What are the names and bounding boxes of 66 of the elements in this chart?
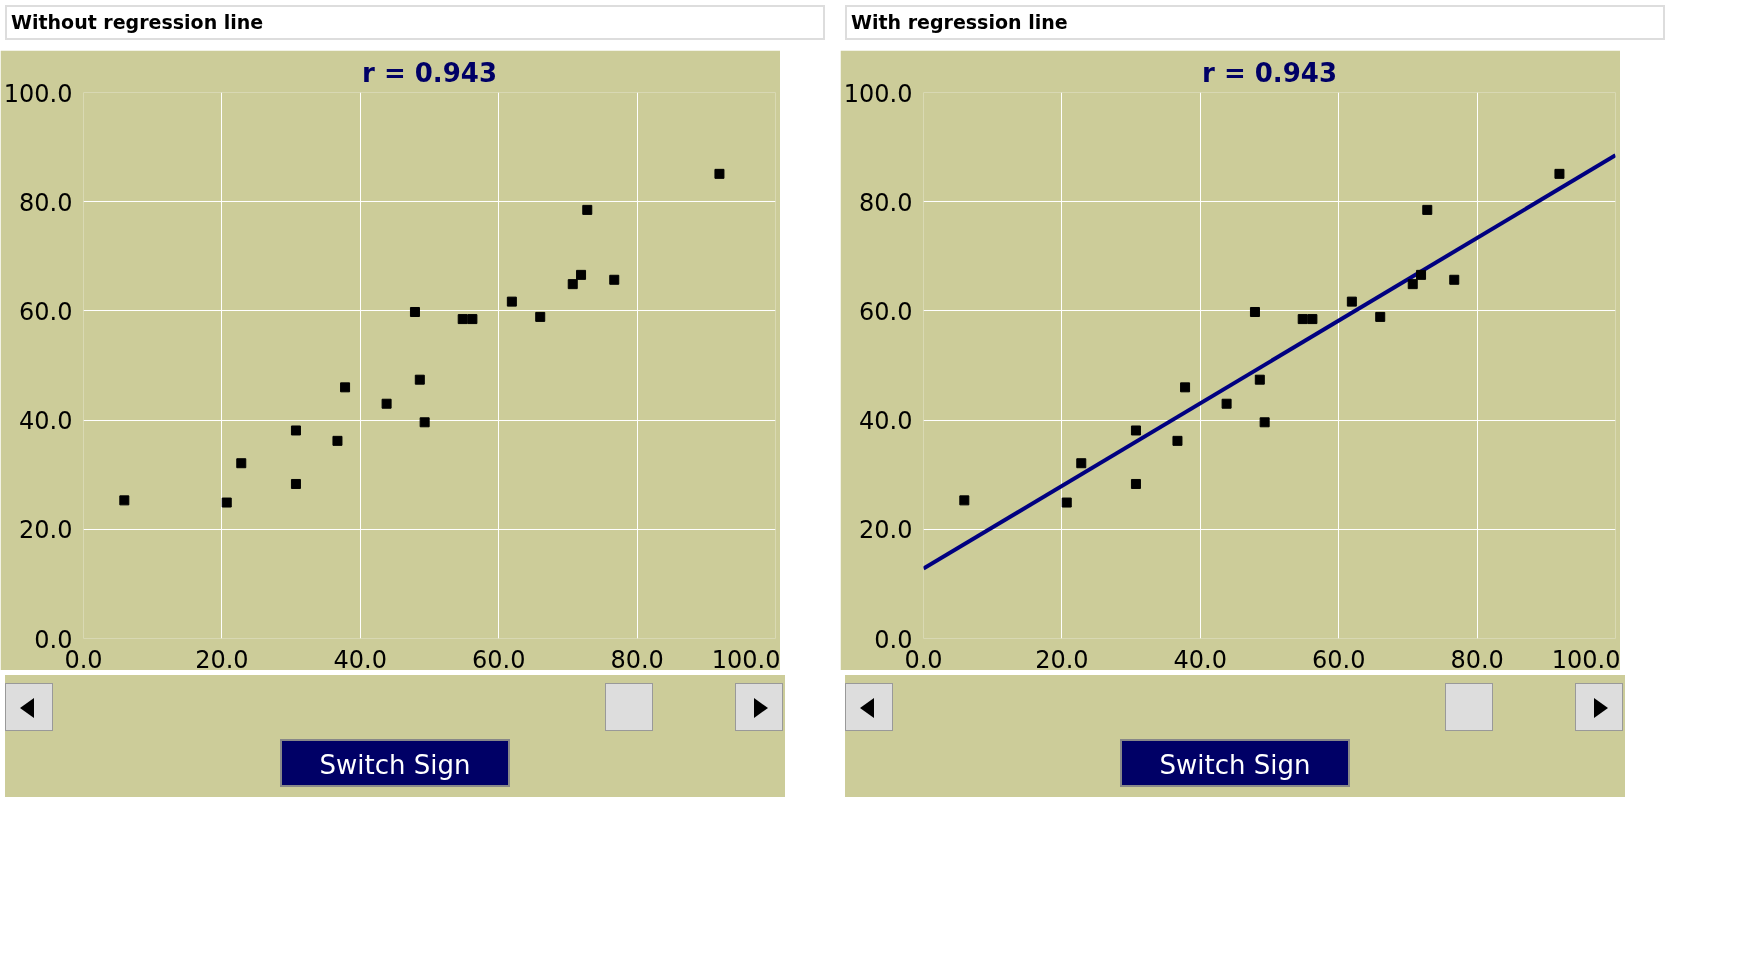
point [1221, 398, 1232, 409]
x-tick-label: 40.0 [333, 645, 388, 674]
point [419, 417, 430, 428]
point [221, 497, 232, 508]
point [1130, 425, 1141, 436]
point [1259, 417, 1270, 428]
point [340, 382, 351, 393]
point [1346, 296, 1357, 307]
point [414, 374, 425, 385]
point [381, 398, 392, 409]
point [1449, 274, 1460, 285]
point [119, 495, 130, 506]
x-tick-label: 100.0 [711, 645, 781, 674]
point [1076, 458, 1087, 469]
point [467, 314, 478, 325]
point [1130, 478, 1141, 489]
chart-title: With regression line [845, 5, 1665, 41]
x-tick-label: 60.0 [1311, 645, 1366, 674]
point [457, 314, 468, 325]
text: Switch Sign [1120, 739, 1350, 787]
x-tick-label: 60.0 [471, 645, 526, 674]
y-tick-label: 80.0 [19, 188, 73, 217]
point [1172, 435, 1183, 446]
point [1061, 497, 1072, 508]
point [1416, 269, 1427, 280]
x-tick-label: 40.0 [1173, 645, 1228, 674]
point [1554, 168, 1565, 179]
chart-title: Without regression line [5, 5, 825, 41]
y-tick-label: 20.0 [19, 516, 73, 545]
x-tick-label: 20.0 [195, 645, 249, 674]
point [409, 306, 420, 317]
point [535, 311, 546, 322]
y-tick-label: 100.0 [843, 79, 913, 108]
point [576, 269, 587, 280]
point [236, 458, 247, 469]
y-tick-label: 40.0 [19, 407, 73, 436]
point [290, 478, 301, 489]
point [1297, 314, 1308, 325]
x-tick-label: 20.0 [1035, 645, 1089, 674]
point [506, 296, 517, 307]
point [1422, 204, 1433, 215]
y-tick-label: 80.0 [859, 188, 913, 217]
point [1254, 374, 1265, 385]
point [714, 168, 725, 179]
x-tick-label: 100.0 [1551, 645, 1621, 674]
point [1180, 382, 1191, 393]
point [1375, 311, 1386, 322]
x-tick-label: 80.0 [1450, 645, 1504, 674]
y-tick-label: 40.0 [859, 407, 913, 436]
chart-subtitle: r = 0.943 [362, 57, 497, 88]
text: Switch Sign [280, 739, 510, 787]
point [1407, 279, 1418, 290]
point [1249, 306, 1260, 317]
point [582, 204, 593, 215]
y-tick-label: 60.0 [859, 297, 913, 326]
y-tick-label: 20.0 [859, 516, 913, 545]
chart-subtitle: r = 0.943 [1202, 57, 1337, 88]
point [332, 435, 343, 446]
x-tick-label: 80.0 [610, 645, 664, 674]
y-tick-label: 60.0 [19, 297, 73, 326]
point [567, 279, 578, 290]
point [1307, 314, 1318, 325]
point [290, 425, 301, 436]
point [959, 495, 970, 506]
point [609, 274, 620, 285]
y-tick-label: 100.0 [3, 79, 73, 108]
